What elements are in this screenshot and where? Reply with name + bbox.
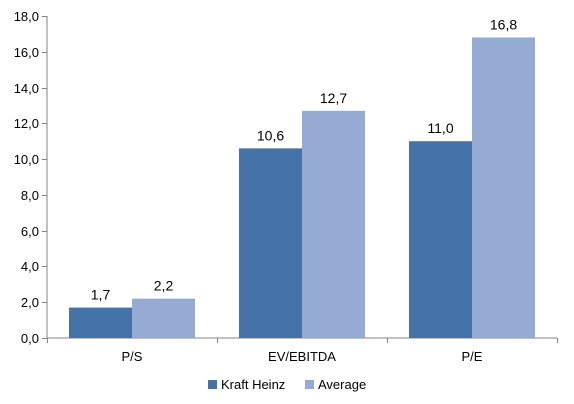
legend-label: Kraft Heinz xyxy=(221,377,285,392)
y-tick-label: 0,0 xyxy=(21,331,39,346)
data-label: 2,2 xyxy=(154,278,174,294)
bar xyxy=(302,110,365,338)
legend-swatch xyxy=(208,380,217,389)
data-labels: 1,7 2,2 10,6 12,7 11,0 16,8 xyxy=(91,16,518,302)
y-tick-label: 18,0 xyxy=(14,9,39,24)
x-tick-label: P/S xyxy=(122,349,143,364)
bar xyxy=(69,307,132,338)
legend: Kraft Heinz Average xyxy=(208,377,366,392)
legend-label: Average xyxy=(318,377,366,392)
axes: 0,0 2,0 4,0 6,0 8,0 10,0 12,0 14,0 16,0 18,0 P/S EV… xyxy=(14,9,558,364)
x-tick-label: P/E xyxy=(462,349,483,364)
data-label: 11,0 xyxy=(427,120,453,136)
y-tick-label: 14,0 xyxy=(14,81,39,96)
y-tick-label: 10,0 xyxy=(14,152,39,167)
bars xyxy=(69,37,535,338)
bar xyxy=(239,148,302,338)
x-tick-label: EV/EBITDA xyxy=(268,349,336,364)
y-tick-label: 4,0 xyxy=(21,259,39,274)
data-label: 16,8 xyxy=(490,16,517,32)
bar xyxy=(132,298,195,338)
y-tick-label: 6,0 xyxy=(21,224,39,239)
legend-swatch xyxy=(305,380,314,389)
data-label: 12,7 xyxy=(320,90,347,106)
y-tick-label: 8,0 xyxy=(21,188,39,203)
bar xyxy=(472,37,535,338)
data-label: 1,7 xyxy=(91,287,111,303)
y-tick-label: 16,0 xyxy=(14,45,39,60)
y-tick-label: 2,0 xyxy=(21,295,39,310)
data-label: 10,6 xyxy=(257,127,284,143)
bar xyxy=(409,141,472,338)
y-tick-label: 12,0 xyxy=(14,116,39,131)
